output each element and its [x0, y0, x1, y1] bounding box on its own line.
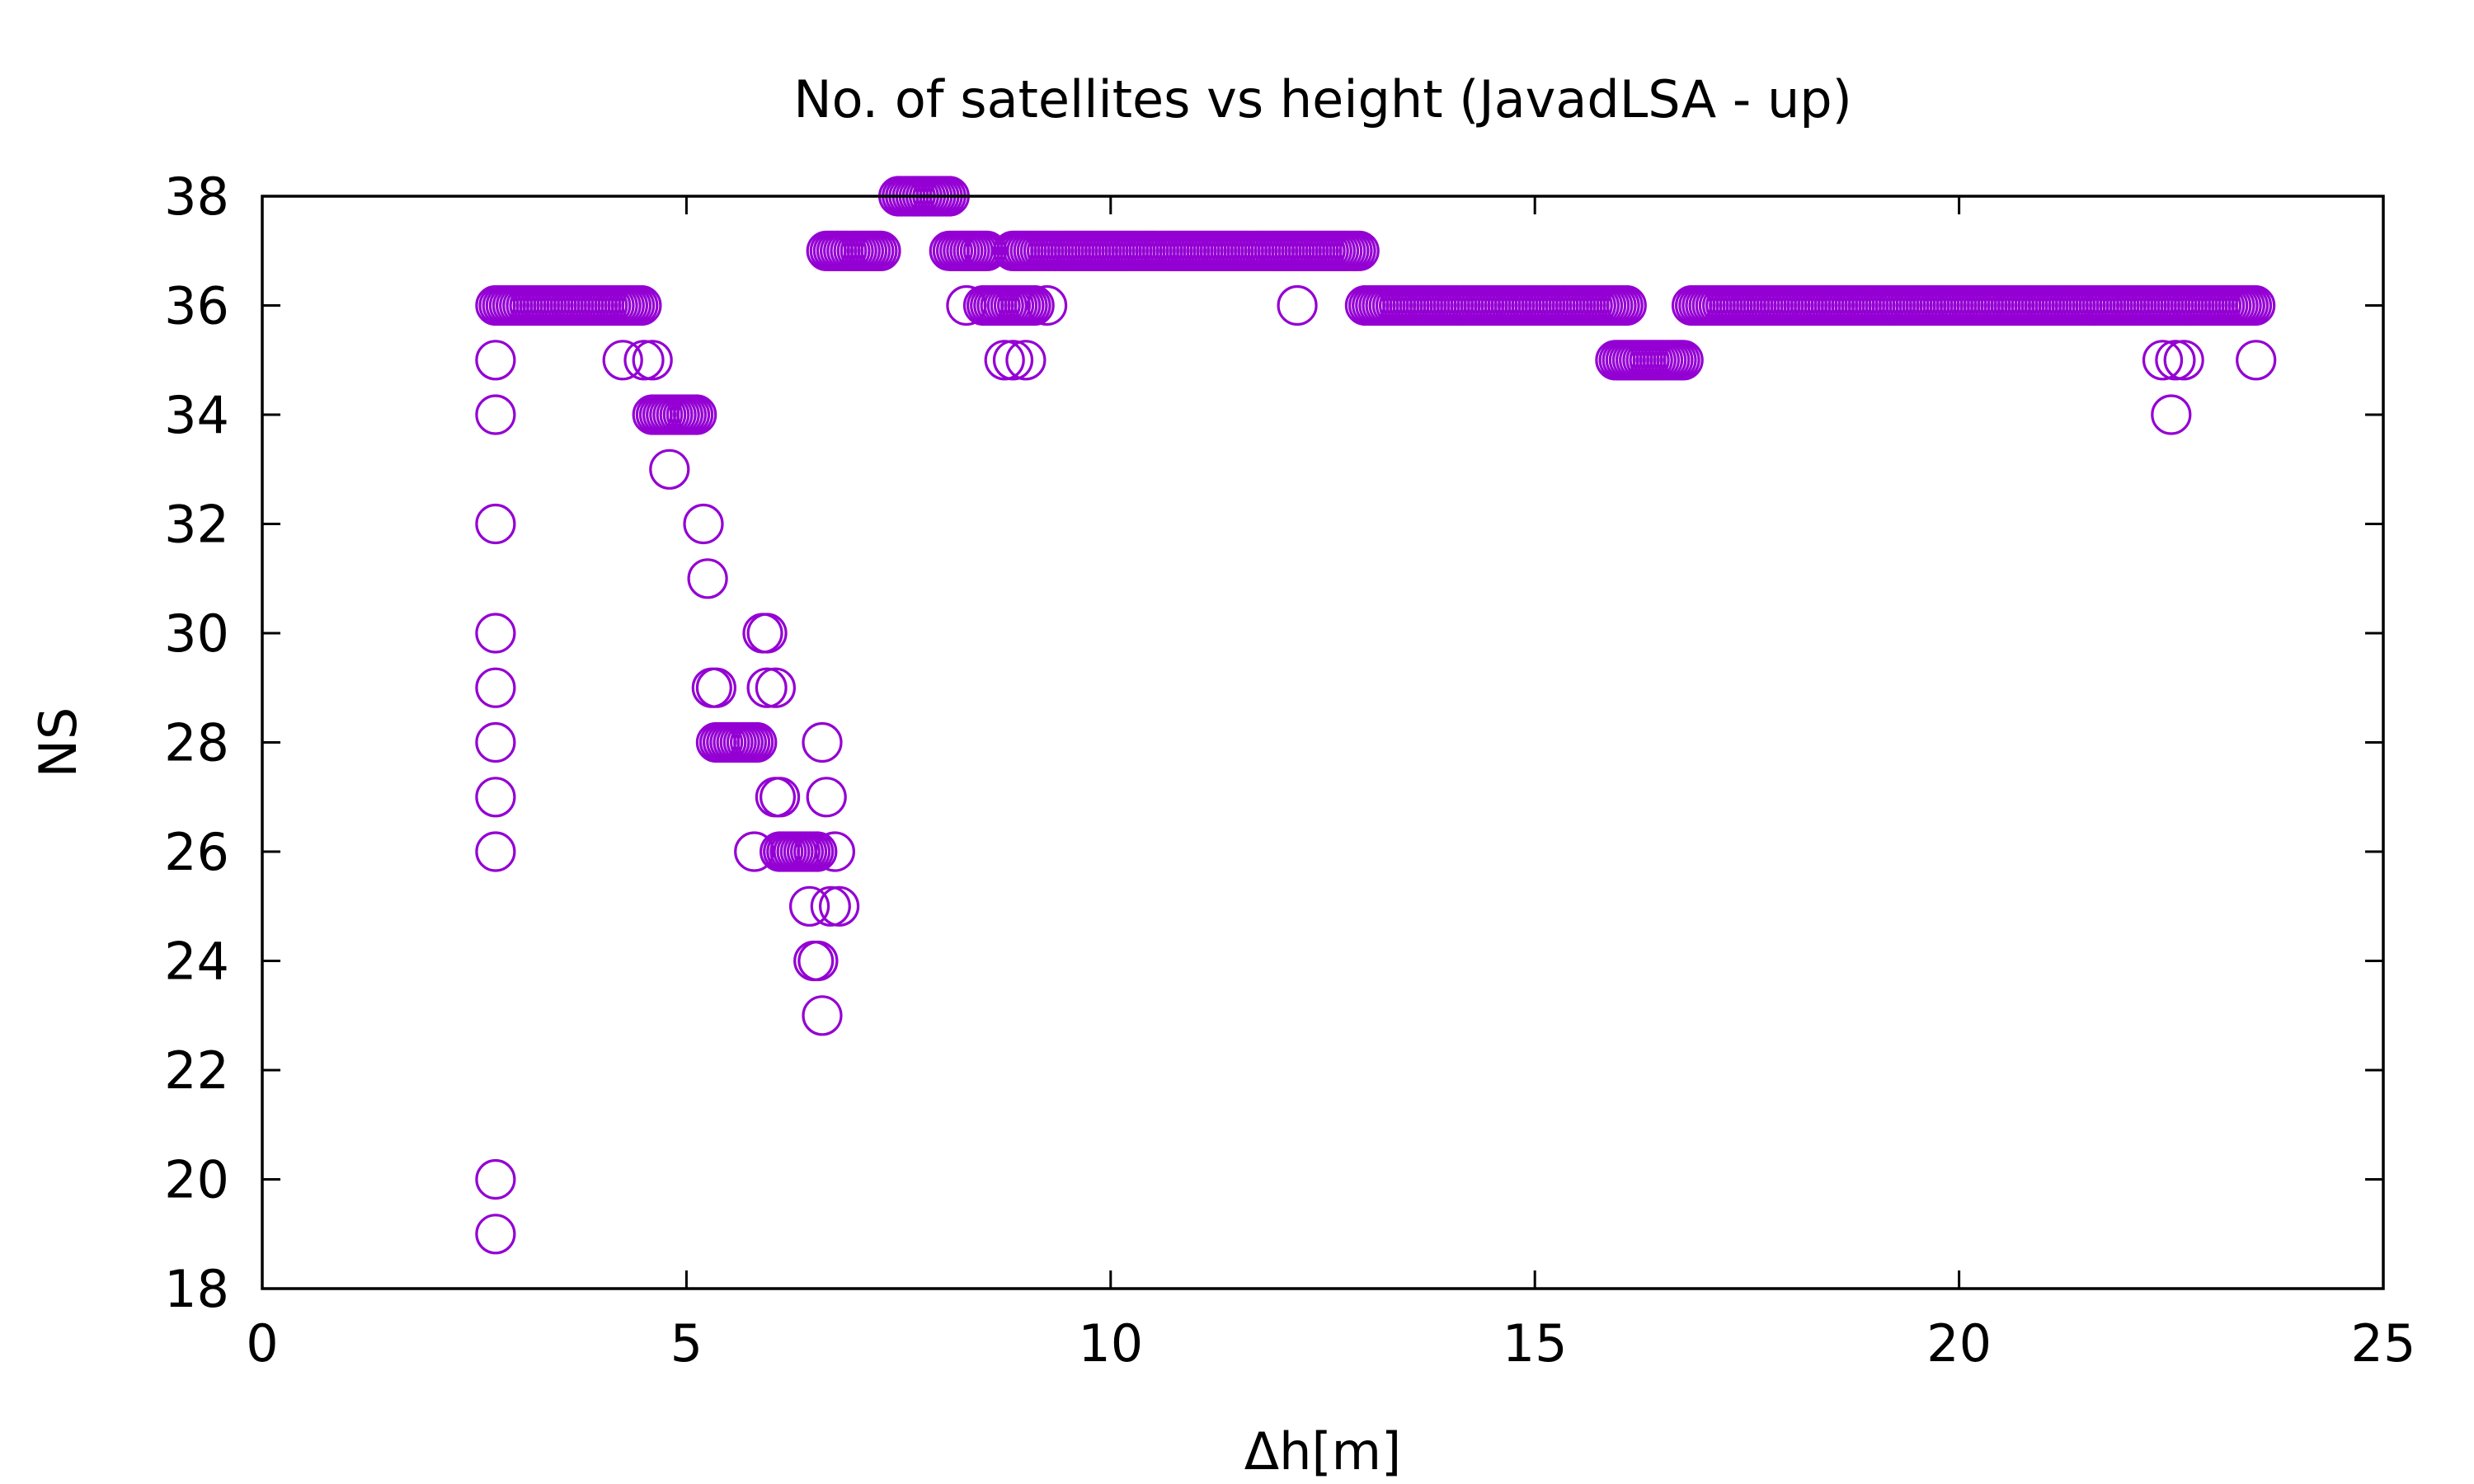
x-tick-label: 0 — [246, 1313, 278, 1374]
y-axis-label: NS — [28, 707, 88, 778]
data-point — [475, 613, 516, 654]
data-point — [676, 394, 717, 435]
data-point — [797, 831, 838, 872]
data-point — [734, 831, 775, 872]
data-point — [2163, 340, 2204, 381]
data-point — [2155, 340, 2196, 381]
y-tick-label: 20 — [164, 1150, 229, 1210]
data-point — [602, 340, 643, 381]
data-point — [984, 340, 1025, 381]
y-tick-label: 30 — [164, 603, 229, 664]
data-point — [1277, 284, 1318, 326]
data-point — [2151, 394, 2192, 435]
data-point — [2142, 340, 2184, 381]
data-point — [759, 777, 801, 818]
data-point — [1606, 284, 1647, 326]
data-point — [806, 777, 847, 818]
data-point — [1338, 230, 1380, 271]
plot-frame — [261, 195, 2385, 1290]
data-point — [818, 885, 860, 927]
data-point — [691, 667, 732, 708]
axis-ticks: 0 5 10 15 20 25 18 20 22 24 26 28 30 32 34 36 38 — [164, 167, 2415, 1374]
data-point — [475, 340, 516, 381]
data-point — [797, 940, 839, 982]
data-point — [475, 721, 516, 763]
data-point — [475, 503, 516, 545]
data-point — [802, 721, 843, 763]
data-point — [992, 340, 1034, 381]
data-point — [632, 340, 673, 381]
y-tick-label: 24 — [164, 932, 229, 992]
x-tick-label: 10 — [1078, 1313, 1143, 1374]
data-point — [966, 230, 1008, 271]
data-point — [736, 721, 778, 763]
y-tick-label: 36 — [164, 276, 229, 336]
x-axis-label: Δh[m] — [1244, 1421, 1401, 1482]
data-point — [860, 230, 901, 271]
y-tick-label: 22 — [164, 1040, 229, 1101]
data-point — [475, 1214, 516, 1255]
data-point — [946, 284, 987, 326]
data-point — [649, 448, 690, 490]
data-point — [2235, 284, 2276, 326]
data-point — [475, 667, 516, 708]
x-tick-label: 25 — [2351, 1313, 2416, 1374]
data-point — [1014, 284, 1055, 326]
data-point — [1005, 340, 1047, 381]
data-point — [802, 995, 843, 1036]
y-tick-label: 32 — [164, 495, 229, 555]
data-point — [475, 1158, 516, 1200]
data-point — [683, 503, 724, 545]
x-tick-label: 20 — [1926, 1313, 1992, 1374]
data-point — [746, 667, 788, 708]
data-point — [755, 777, 797, 818]
data-point — [1663, 340, 1704, 381]
data-point — [475, 777, 516, 818]
data-point — [746, 613, 788, 654]
data-point — [621, 284, 662, 326]
data-point — [475, 394, 516, 435]
y-tick-label: 38 — [164, 167, 229, 227]
data-point — [687, 558, 728, 599]
data-points — [475, 176, 2277, 1255]
data-point — [695, 667, 737, 708]
x-tick-label: 5 — [670, 1313, 703, 1374]
y-tick-label: 28 — [164, 713, 229, 773]
data-point — [755, 667, 797, 708]
y-tick-label: 34 — [164, 385, 229, 445]
data-point — [2236, 340, 2277, 381]
chart-title: No. of satellites vs height (JavadLSA - … — [793, 69, 1852, 129]
y-tick-label: 18 — [164, 1259, 229, 1319]
data-point — [810, 885, 851, 927]
y-tick-label: 26 — [164, 822, 229, 882]
data-point — [814, 831, 856, 872]
data-point — [1026, 284, 1068, 326]
data-point — [788, 885, 830, 927]
data-point — [475, 831, 516, 872]
data-point — [742, 613, 783, 654]
data-point — [623, 340, 665, 381]
data-point — [793, 940, 835, 982]
x-tick-label: 15 — [1503, 1313, 1568, 1374]
